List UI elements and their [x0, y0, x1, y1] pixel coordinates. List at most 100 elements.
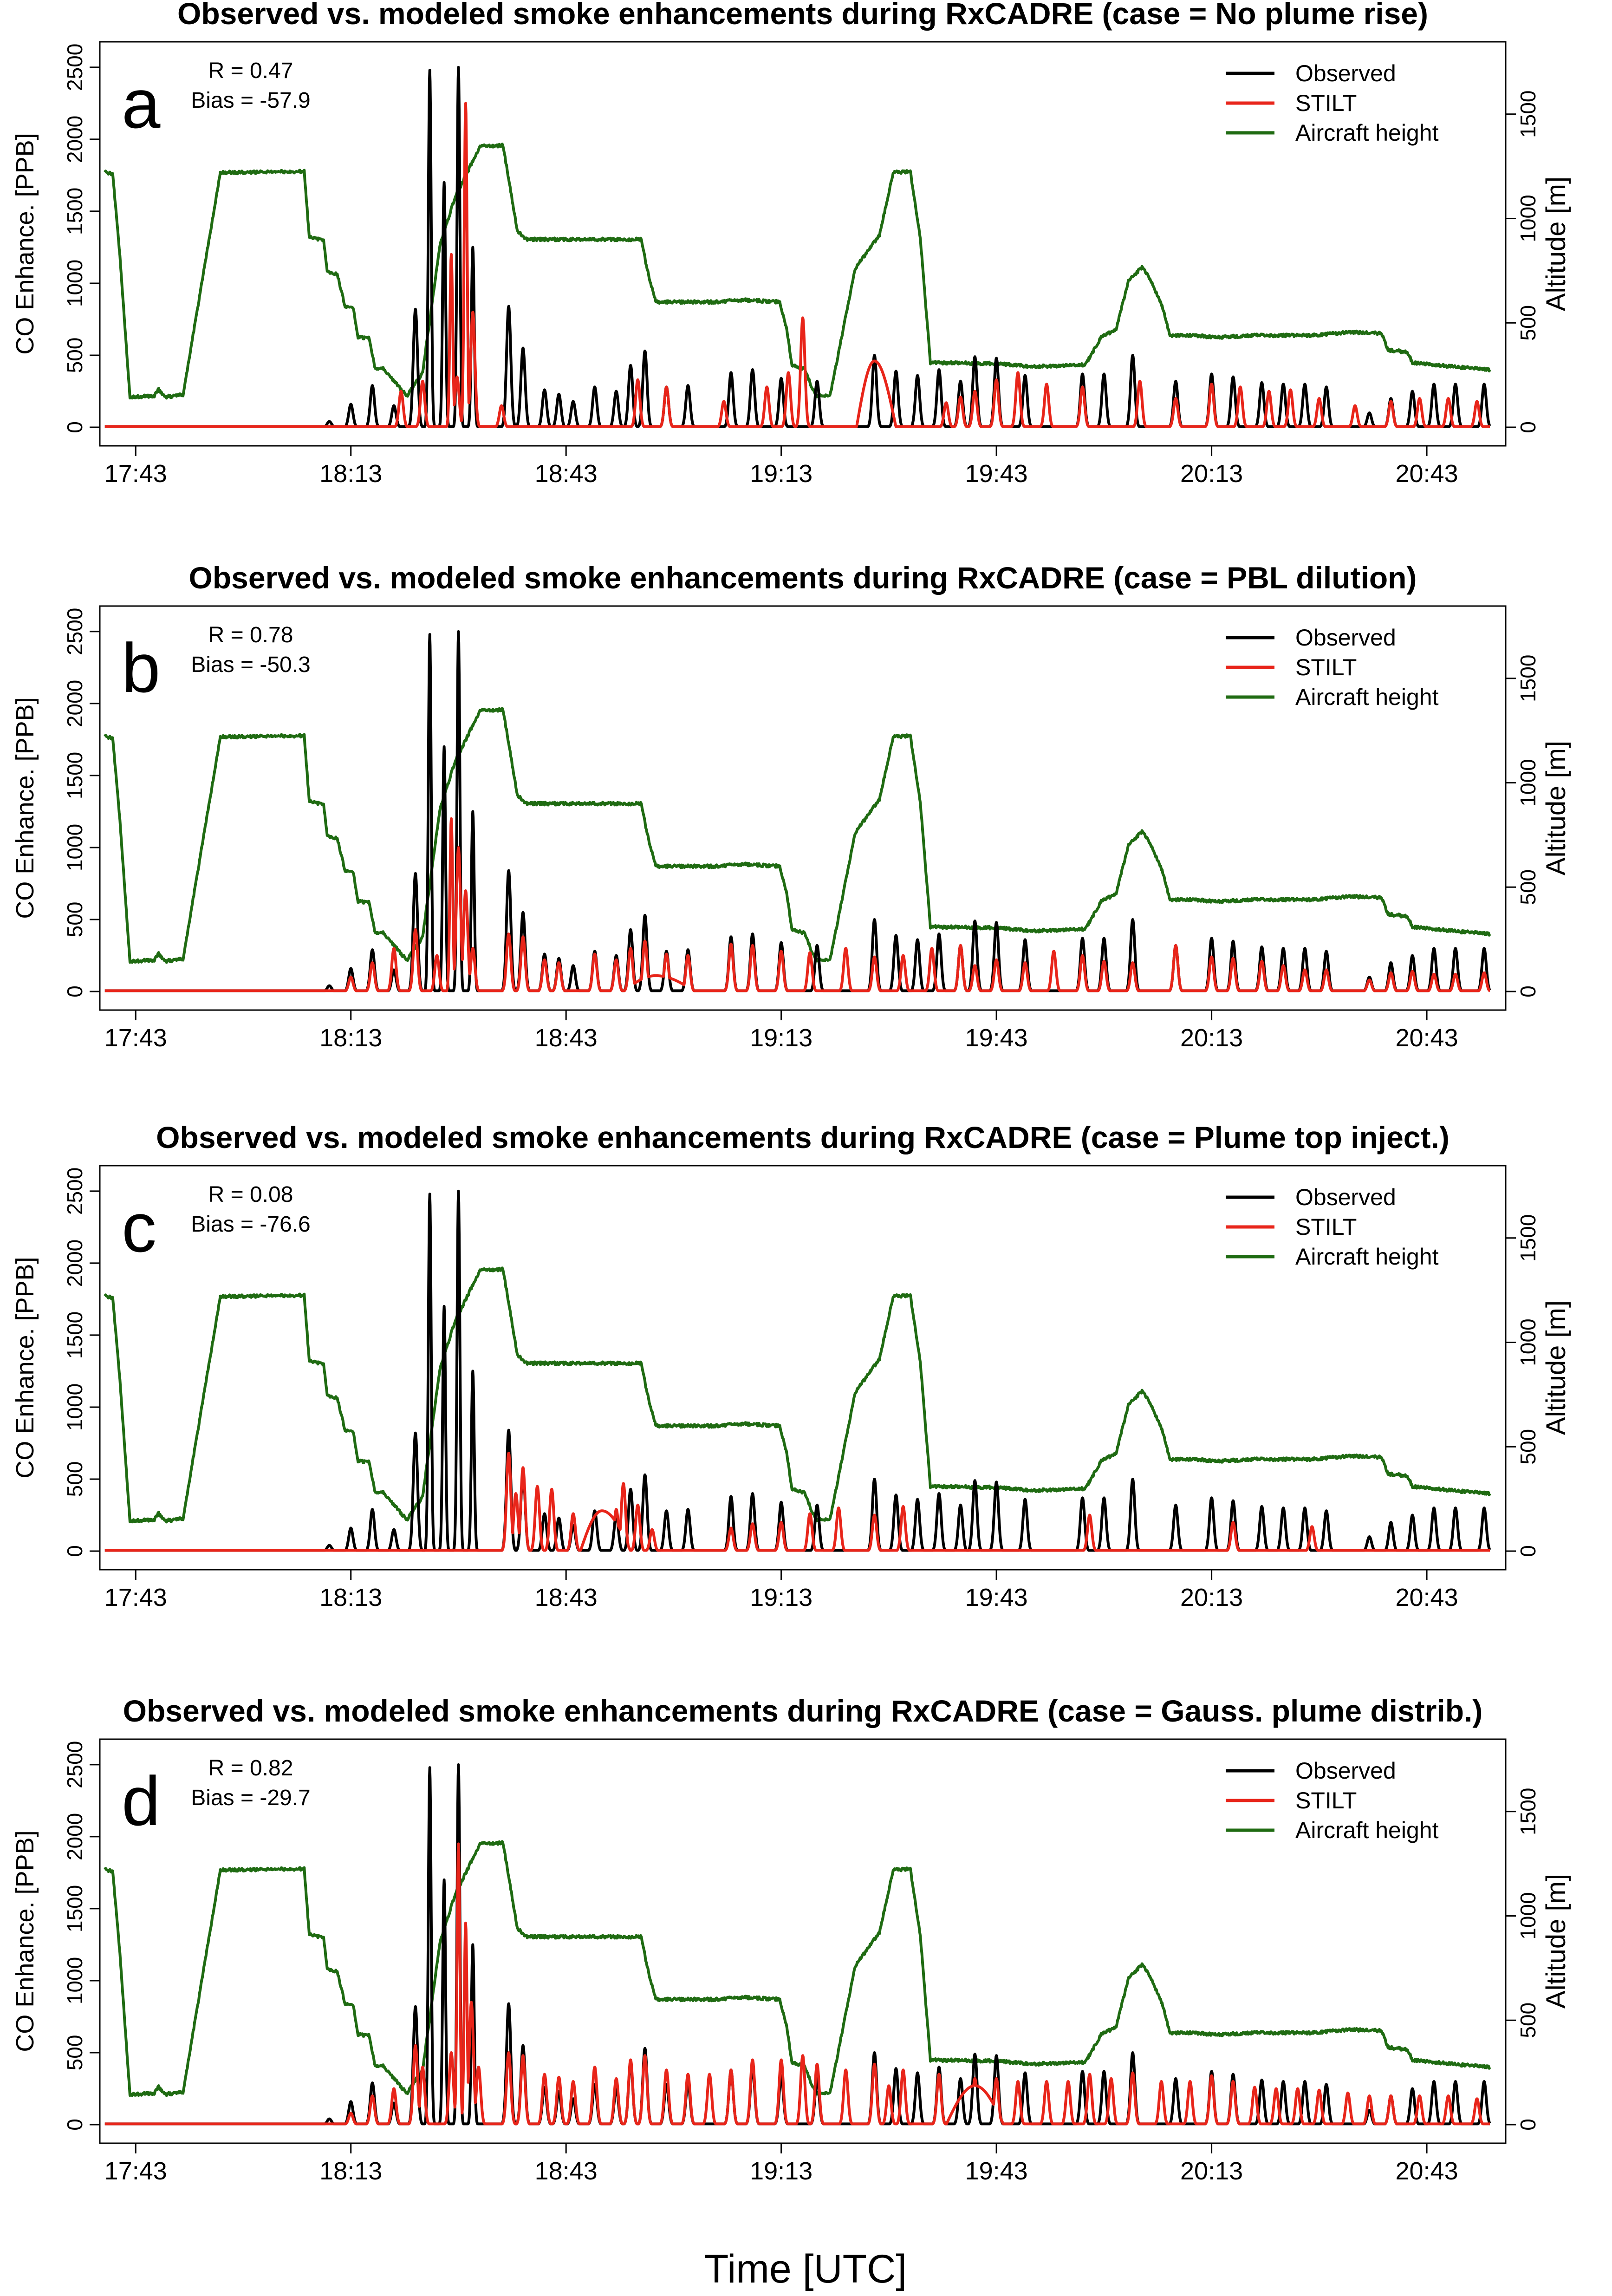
y2-axis-label: Altitude [m]: [1541, 176, 1571, 311]
y2-tick-label: 0: [1516, 1545, 1540, 1557]
legend-aircraft-height-label: Aircraft height: [1295, 684, 1439, 710]
y2-tick-label: 1500: [1516, 655, 1540, 702]
x-tick-label: 20:43: [1395, 2157, 1458, 2185]
y-tick-label: 0: [63, 985, 87, 998]
stat-r: R = 0.08: [208, 1182, 293, 1207]
y2-tick-label: 1000: [1516, 195, 1540, 242]
chart-title: Observed vs. modeled smoke enhancements …: [156, 1120, 1450, 1155]
plot-frame: [99, 1165, 1507, 1571]
y2-tick-label: 1000: [1516, 1318, 1540, 1366]
stat-bias: Bias = -50.3: [191, 652, 310, 677]
x-tick-label: 18:13: [319, 2157, 382, 2185]
x-tick-label: 20:43: [1395, 460, 1458, 488]
y2-tick-label: 1500: [1516, 1788, 1540, 1835]
panel-letter: c: [122, 1188, 156, 1266]
chart-panel-c: Observed vs. modeled smoke enhancements …: [11, 1120, 1571, 1611]
y-tick-label: 0: [63, 1545, 87, 1557]
aircraft-height-line: [104, 143, 1491, 400]
stat-bias: Bias = -76.6: [191, 1212, 310, 1237]
y-tick-label: 2500: [63, 44, 87, 91]
stat-bias: Bias = -29.7: [191, 1786, 310, 1810]
y-axis-label: CO Enhance. [PPB]: [11, 697, 39, 919]
panel-letter: a: [122, 65, 161, 143]
x-tick-label: 20:13: [1180, 2157, 1243, 2185]
legend-aircraft-height-label: Aircraft height: [1295, 120, 1439, 146]
x-tick-label: 18:13: [319, 1024, 382, 1052]
aircraft-height-line: [104, 707, 1491, 964]
legend-stilt-label: STILT: [1295, 90, 1357, 116]
legend-stilt-label: STILT: [1295, 1214, 1357, 1240]
plot-frame: [99, 1738, 1507, 2144]
aircraft-height-line: [104, 1266, 1491, 1524]
stat-r: R = 0.78: [208, 623, 293, 647]
x-tick-label: 19:13: [750, 1584, 812, 1611]
chart-title: Observed vs. modeled smoke enhancements …: [177, 0, 1428, 31]
y-tick-label: 500: [63, 902, 87, 938]
x-tick-label: 17:43: [104, 460, 167, 488]
y-axis-label: CO Enhance. [PPB]: [11, 133, 39, 354]
x-tick-label: 19:43: [965, 1584, 1028, 1611]
y2-tick-label: 500: [1516, 1429, 1540, 1465]
x-tick-label: 19:43: [965, 1024, 1028, 1052]
y2-axis-label: Altitude [m]: [1541, 741, 1571, 875]
legend-aircraft-height-label: Aircraft height: [1295, 1244, 1439, 1270]
panel-letter: d: [122, 1762, 160, 1840]
y2-tick-label: 500: [1516, 869, 1540, 905]
x-tick-label: 18:13: [319, 1584, 382, 1611]
x-tick-label: 19:13: [750, 2157, 812, 2185]
y-axis-label: CO Enhance. [PPB]: [11, 1830, 39, 2052]
y2-tick-label: 0: [1516, 2119, 1540, 2131]
y-tick-label: 2500: [63, 608, 87, 655]
legend-observed-label: Observed: [1295, 625, 1396, 651]
y2-tick-label: 500: [1516, 2002, 1540, 2038]
plot-frame: [99, 41, 1507, 447]
chart-title: Observed vs. modeled smoke enhancements …: [123, 1694, 1483, 1728]
y-tick-label: 500: [63, 2035, 87, 2071]
y-tick-label: 1500: [63, 1885, 87, 1932]
x-tick-label: 18:13: [319, 460, 382, 488]
y-tick-label: 0: [63, 421, 87, 433]
stat-r: R = 0.82: [208, 1756, 293, 1781]
y2-axis-label: Altitude [m]: [1541, 1300, 1571, 1435]
y2-tick-label: 1000: [1516, 1892, 1540, 1939]
aircraft-height-line: [104, 1840, 1491, 2097]
x-tick-label: 18:43: [535, 1024, 598, 1052]
x-tick-label: 20:43: [1395, 1584, 1458, 1611]
x-tick-label: 19:13: [750, 1024, 812, 1052]
observed-line: [104, 630, 1491, 992]
y-tick-label: 500: [63, 1461, 87, 1497]
y-tick-label: 1000: [63, 260, 87, 307]
stilt-line: [104, 1452, 1491, 1552]
y-tick-label: 1500: [63, 188, 87, 235]
observed-line: [104, 65, 1491, 428]
stilt-line: [104, 102, 1491, 428]
stilt-line: [104, 817, 1491, 992]
x-axis-label: Time [UTC]: [704, 2247, 907, 2291]
legend-aircraft-height-label: Aircraft height: [1295, 1817, 1439, 1843]
y-tick-label: 0: [63, 2119, 87, 2131]
x-tick-label: 19:43: [965, 2157, 1028, 2185]
x-tick-label: 18:43: [535, 1584, 598, 1611]
y-tick-label: 2500: [63, 1741, 87, 1788]
y-tick-label: 2000: [63, 116, 87, 163]
y-tick-label: 1500: [63, 1311, 87, 1359]
chart-title: Observed vs. modeled smoke enhancements …: [189, 561, 1417, 595]
legend-observed-label: Observed: [1295, 1758, 1396, 1784]
stat-r: R = 0.47: [208, 59, 293, 83]
x-tick-label: 18:43: [535, 460, 598, 488]
x-tick-label: 17:43: [104, 1584, 167, 1611]
x-tick-label: 18:43: [535, 2157, 598, 2185]
y-axis-label: CO Enhance. [PPB]: [11, 1257, 39, 1478]
x-tick-label: 20:13: [1180, 1024, 1243, 1052]
y-tick-label: 2000: [63, 1239, 87, 1287]
stilt-line: [104, 1842, 1491, 2126]
y2-tick-label: 1500: [1516, 91, 1540, 138]
stat-bias: Bias = -57.9: [191, 88, 310, 113]
y-tick-label: 1500: [63, 752, 87, 799]
y-tick-label: 2000: [63, 680, 87, 727]
legend-observed-label: Observed: [1295, 60, 1396, 86]
legend-stilt-label: STILT: [1295, 654, 1357, 680]
y-tick-label: 1000: [63, 824, 87, 871]
legend-stilt-label: STILT: [1295, 1787, 1357, 1813]
